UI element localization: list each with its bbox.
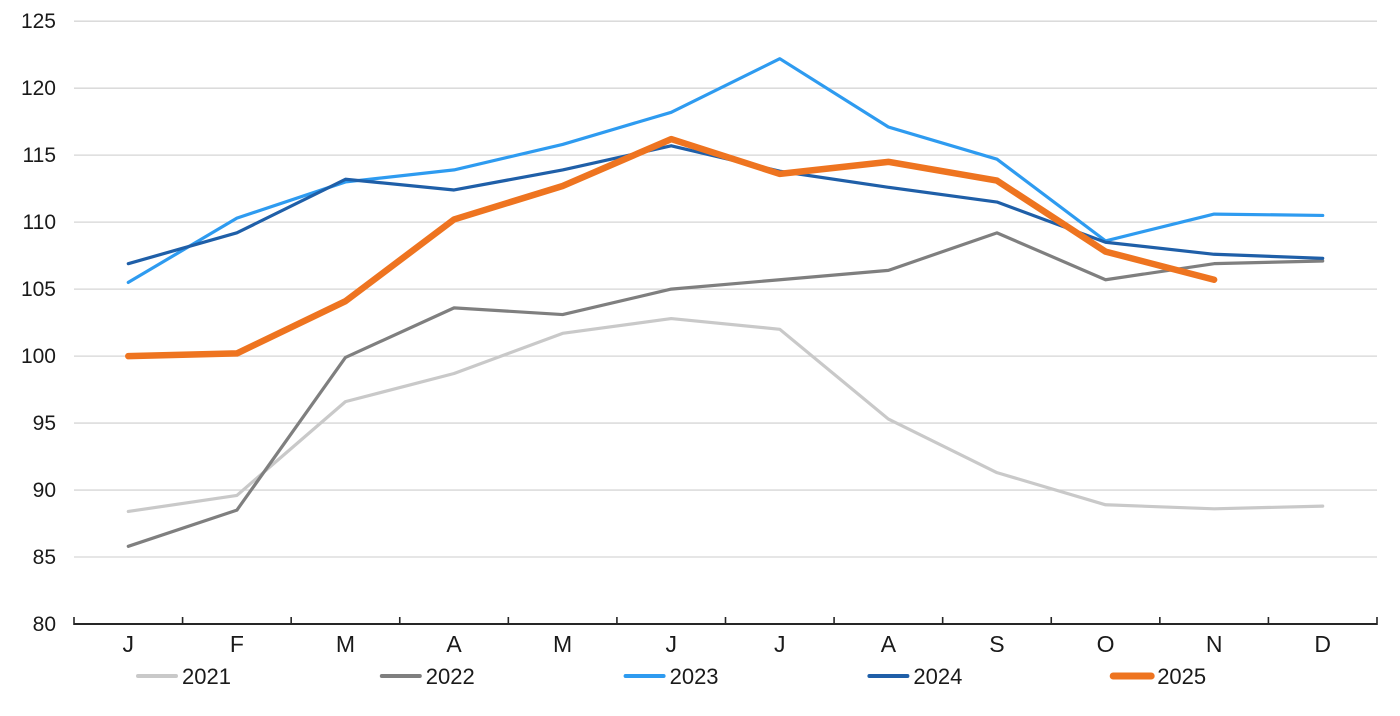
- y-axis-tick-label: 85: [33, 546, 56, 569]
- x-axis-month-label: J: [774, 631, 786, 657]
- y-axis-tick-label: 105: [21, 278, 56, 301]
- series-line-2022: [126, 231, 1325, 548]
- legend-label-2021: 2021: [182, 664, 231, 689]
- y-axis-tick-label: 115: [23, 144, 56, 167]
- series-line-2021: [126, 316, 1325, 514]
- series-line-2025: [125, 135, 1218, 360]
- legend-label-2023: 2023: [670, 664, 719, 689]
- x-axis-month-label: M: [553, 631, 572, 657]
- legend-label-2024: 2024: [913, 664, 962, 689]
- x-axis-month-label: A: [881, 631, 897, 657]
- x-axis-month-label: N: [1206, 631, 1223, 657]
- x-axis-month-label: J: [123, 631, 135, 657]
- y-axis-tick-label: 100: [21, 345, 56, 368]
- series-line-2024: [126, 144, 1325, 266]
- y-axis-tick-label: 95: [33, 412, 56, 435]
- x-axis-month-label: O: [1097, 631, 1115, 657]
- y-axis-tick-label: 120: [21, 77, 56, 100]
- x-axis-month-label: M: [336, 631, 355, 657]
- x-axis-month-label: D: [1314, 631, 1331, 657]
- legend-label-2025: 2025: [1157, 664, 1206, 689]
- x-axis-month-label: J: [665, 631, 677, 657]
- series-line-2023: [126, 57, 1325, 285]
- x-axis-month-label: S: [989, 631, 1004, 657]
- y-axis-tick-label: 110: [23, 211, 56, 234]
- y-axis-tick-label: 90: [33, 479, 56, 502]
- legend-label-2022: 2022: [426, 664, 475, 689]
- y-axis-tick-label: 80: [33, 613, 56, 636]
- x-axis-month-label: F: [230, 631, 244, 657]
- y-axis-tick-label: 125: [21, 10, 56, 33]
- x-axis-month-label: A: [446, 631, 462, 657]
